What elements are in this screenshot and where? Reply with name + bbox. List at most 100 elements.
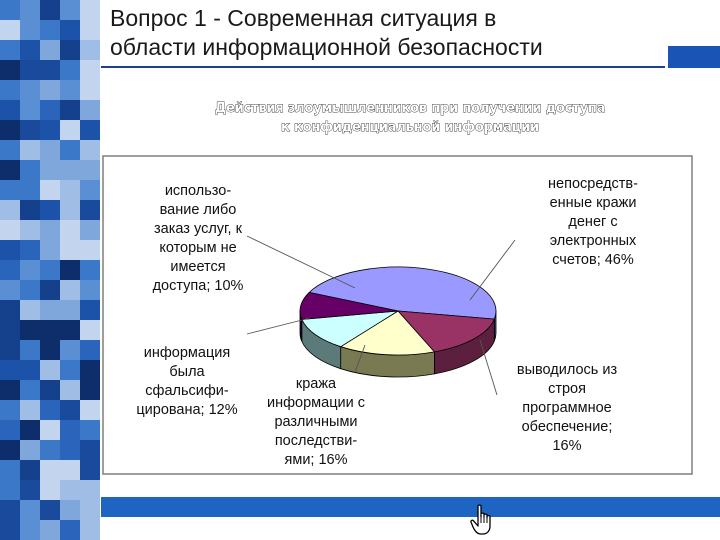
slice-label-2-line-0: кража bbox=[296, 376, 337, 392]
mosaic-tile bbox=[60, 60, 80, 80]
mosaic-tile bbox=[20, 260, 40, 280]
mosaic-tile bbox=[0, 240, 20, 260]
mosaic-tile bbox=[40, 340, 60, 360]
slice-label-1-line-0: выводилось из bbox=[517, 362, 618, 378]
title-accent-block bbox=[668, 46, 720, 68]
mosaic-tile bbox=[60, 500, 80, 520]
mosaic-tile bbox=[60, 20, 80, 40]
mosaic-tile bbox=[20, 400, 40, 420]
mosaic-tile bbox=[20, 520, 40, 540]
mosaic-tile bbox=[20, 200, 40, 220]
leader-line-2 bbox=[354, 344, 366, 373]
mosaic-tile bbox=[80, 120, 100, 140]
mosaic-tile bbox=[80, 360, 100, 380]
mosaic-tile bbox=[60, 380, 80, 400]
decorative-mosaic-background bbox=[0, 0, 100, 540]
mosaic-tile bbox=[60, 180, 80, 200]
mosaic-tile bbox=[0, 360, 20, 380]
mosaic-tile bbox=[80, 340, 100, 360]
mosaic-tile bbox=[40, 360, 60, 380]
mosaic-tile bbox=[80, 320, 100, 340]
mosaic-tile bbox=[40, 260, 60, 280]
mosaic-tile bbox=[0, 0, 20, 20]
mosaic-tile bbox=[20, 340, 40, 360]
mosaic-tile bbox=[0, 500, 20, 520]
mosaic-tile bbox=[0, 460, 20, 480]
mosaic-tile bbox=[20, 500, 40, 520]
mosaic-tile bbox=[60, 340, 80, 360]
mosaic-tile bbox=[80, 40, 100, 60]
slice-label-3-line-1: была bbox=[169, 364, 205, 380]
mosaic-tile bbox=[80, 220, 100, 240]
mosaic-tile bbox=[0, 40, 20, 60]
mosaic-tile bbox=[60, 360, 80, 380]
slice-label-2-line-1: информации с bbox=[267, 395, 365, 411]
mosaic-tile bbox=[40, 300, 60, 320]
slice-label-4-line-4: имеется bbox=[170, 259, 225, 275]
slice-label-2-line-4: ями; 16% bbox=[285, 452, 348, 468]
mosaic-tile bbox=[40, 0, 60, 20]
slice-label-3-line-2: сфальсифи- bbox=[145, 383, 229, 399]
mosaic-tile bbox=[0, 380, 20, 400]
mosaic-tile bbox=[20, 100, 40, 120]
mosaic-tile bbox=[80, 180, 100, 200]
mosaic-tile bbox=[40, 80, 60, 100]
mosaic-tile bbox=[20, 120, 40, 140]
slice-label-1-line-3: обеспечение; bbox=[522, 419, 613, 435]
mosaic-tile bbox=[20, 60, 40, 80]
mosaic-tile bbox=[60, 460, 80, 480]
mosaic-tile bbox=[40, 120, 60, 140]
mosaic-tile bbox=[40, 420, 60, 440]
mosaic-tile bbox=[60, 440, 80, 460]
mosaic-tile bbox=[0, 120, 20, 140]
mosaic-tile bbox=[20, 420, 40, 440]
chart-title-line-2: к конфиденциальной информации bbox=[281, 120, 539, 135]
mosaic-tile bbox=[40, 500, 60, 520]
mosaic-tile bbox=[0, 440, 20, 460]
mosaic-tile bbox=[80, 140, 100, 160]
mosaic-tile bbox=[20, 440, 40, 460]
mosaic-tile bbox=[80, 400, 100, 420]
mosaic-tile bbox=[40, 160, 60, 180]
slice-label-4-line-1: вание либо bbox=[160, 202, 237, 218]
mosaic-tile bbox=[60, 480, 80, 500]
bottom-accent-bar bbox=[101, 497, 720, 517]
mosaic-tile bbox=[20, 180, 40, 200]
mosaic-tile bbox=[60, 140, 80, 160]
mosaic-tile bbox=[80, 520, 100, 540]
mosaic-tile bbox=[0, 60, 20, 80]
mosaic-tile bbox=[60, 220, 80, 240]
mosaic-tile bbox=[80, 300, 100, 320]
slice-label-0-line-1: енные кражи bbox=[550, 195, 637, 211]
slice-label-0-line-2: денег с bbox=[568, 214, 617, 230]
slice-label-4-line-0: использо- bbox=[165, 183, 232, 199]
slice-labels: непосредств-енные кражи денег с электронны… bbox=[136, 176, 638, 468]
mosaic-tile bbox=[40, 480, 60, 500]
mosaic-tile bbox=[20, 140, 40, 160]
mosaic-tile bbox=[40, 320, 60, 340]
mosaic-tile bbox=[60, 320, 80, 340]
mosaic-tile bbox=[20, 240, 40, 260]
mosaic-tile bbox=[20, 480, 40, 500]
slice-label-0-line-3: электронных bbox=[550, 233, 637, 249]
mosaic-tile bbox=[20, 280, 40, 300]
mosaic-tile bbox=[80, 0, 100, 20]
mosaic-tile bbox=[0, 180, 20, 200]
mosaic-tile bbox=[40, 180, 60, 200]
mosaic-tile bbox=[40, 440, 60, 460]
slide-title-line-1: Вопрос 1 - Современная ситуация в bbox=[110, 5, 497, 31]
mosaic-tile bbox=[60, 120, 80, 140]
slice-label-2-line-3: последстви- bbox=[275, 433, 358, 449]
mosaic-tile bbox=[60, 160, 80, 180]
mosaic-tile bbox=[20, 380, 40, 400]
mosaic-tile bbox=[60, 520, 80, 540]
mosaic-tile bbox=[20, 80, 40, 100]
mosaic-tile bbox=[20, 360, 40, 380]
mosaic-tile bbox=[0, 20, 20, 40]
mosaic-tile bbox=[80, 280, 100, 300]
mosaic-tile bbox=[80, 80, 100, 100]
slice-label-3-line-3: цирована; 12% bbox=[136, 402, 237, 418]
mosaic-tile bbox=[80, 60, 100, 80]
mosaic-tile bbox=[40, 280, 60, 300]
mosaic-tile bbox=[80, 440, 100, 460]
